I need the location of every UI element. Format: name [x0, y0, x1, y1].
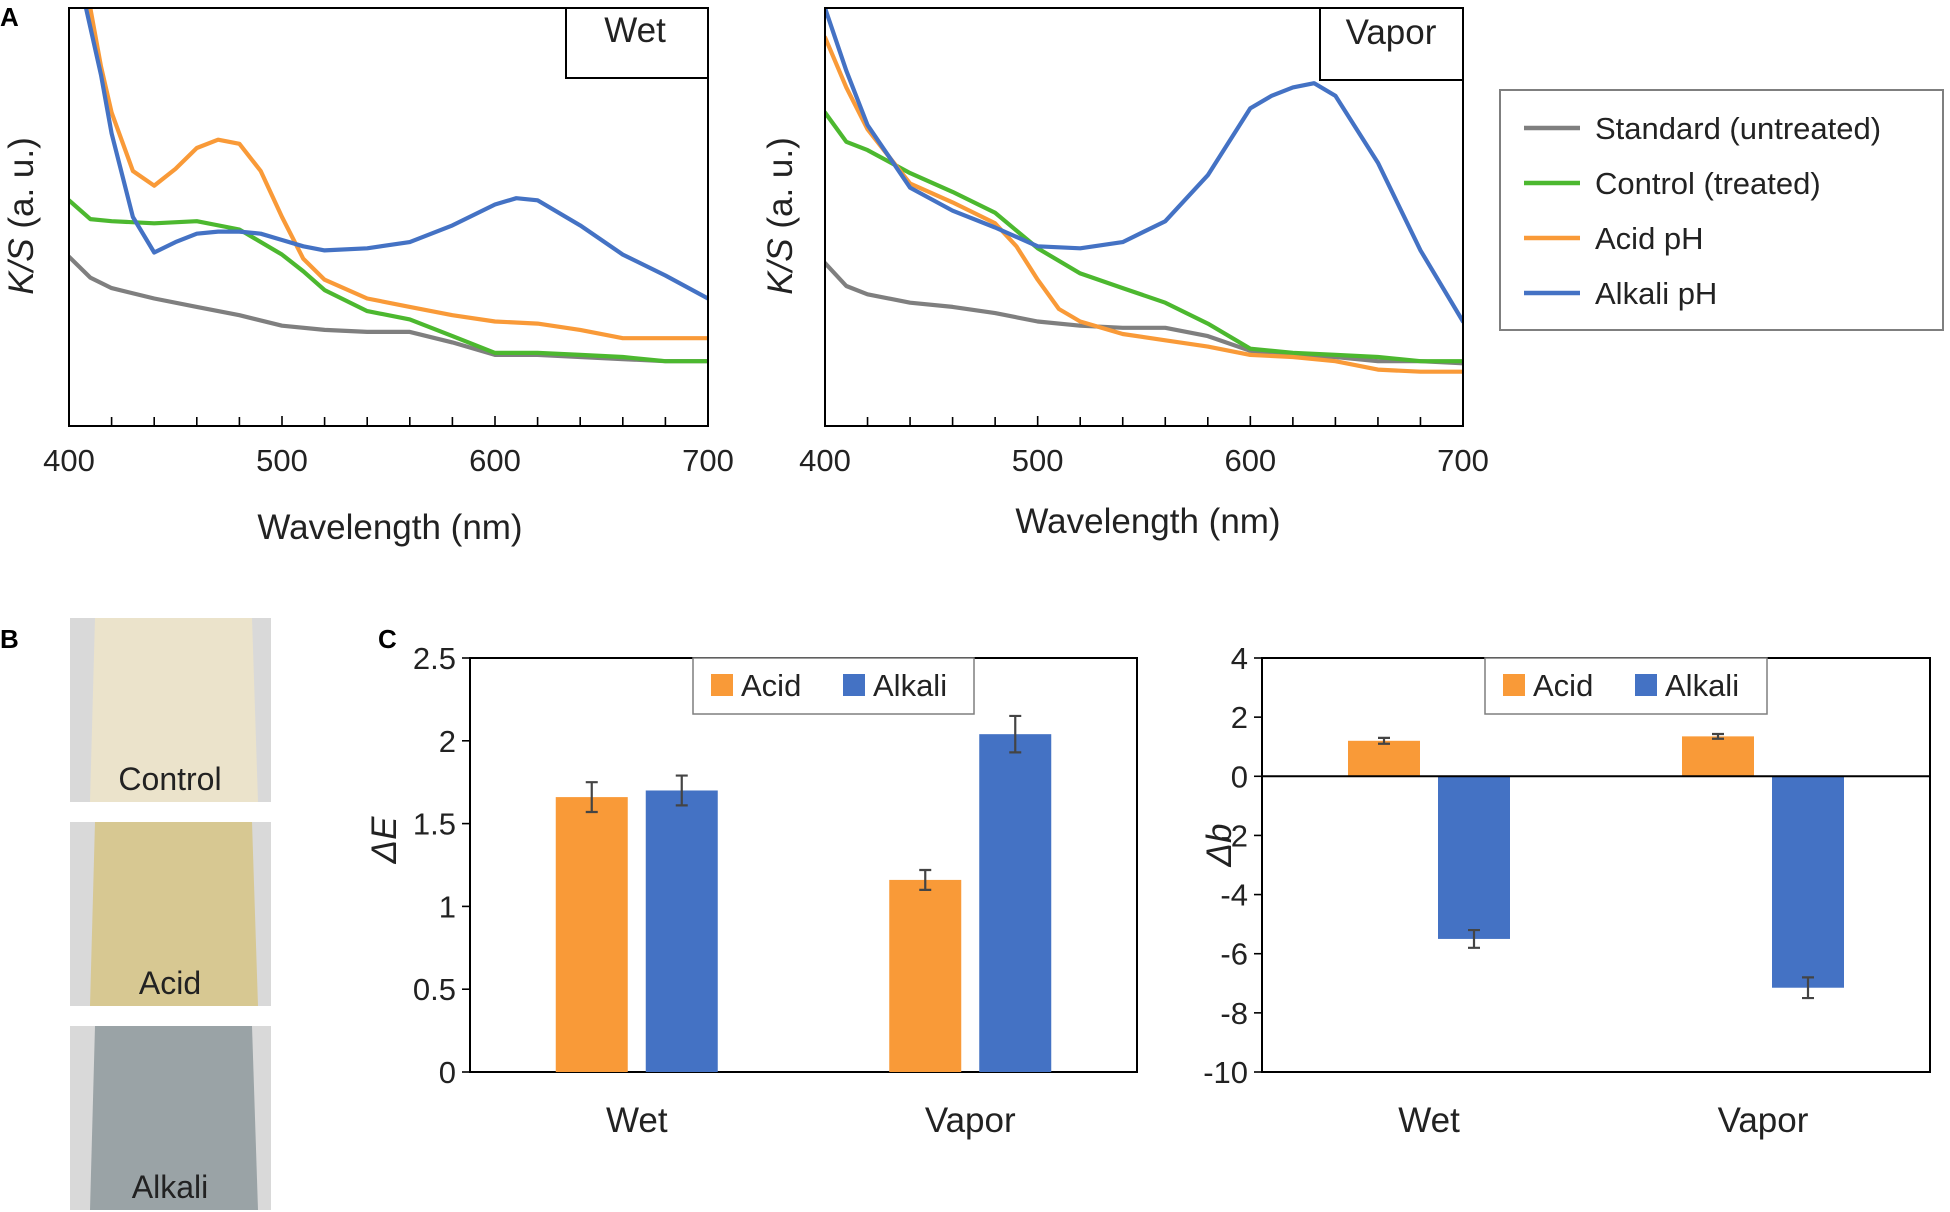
bar-db-legend-frame	[1484, 657, 1768, 715]
series-line-acid	[825, 35, 1463, 374]
swatch-label: Control	[118, 761, 221, 797]
legend-label-alkali: Alkali pH	[1595, 276, 1717, 311]
panel-letter-b: B	[0, 624, 19, 654]
error-bar-alkali-wet	[675, 774, 688, 807]
x-category-label: Wet	[1398, 1101, 1460, 1140]
x-category-label: Vapor	[1718, 1101, 1809, 1140]
error-bar-acid-wet	[1378, 736, 1390, 745]
x-tick-label: 600	[1224, 443, 1276, 478]
y-tick-label: -8	[1220, 996, 1248, 1031]
panel-letter-a: A	[0, 2, 19, 32]
bar-acid-vapor	[889, 879, 962, 1072]
swatch-label: Alkali	[132, 1169, 208, 1205]
series-line-standard	[825, 260, 1463, 366]
swatch-fabric-alkali	[90, 1026, 258, 1210]
y-tick-label: 4	[1231, 641, 1248, 676]
legend-swatch-acid	[711, 674, 733, 696]
x-tick-label: 700	[1437, 443, 1489, 478]
spec-wet-frame	[68, 7, 709, 427]
y-tick-label: 0	[1231, 759, 1248, 794]
y-tick-label: 2.5	[413, 641, 456, 676]
y-tick-label: -2	[1220, 818, 1248, 853]
spec-vapor-title-box	[1319, 7, 1464, 81]
spectrum-wet-title: Wet	[604, 11, 666, 50]
spectrum-chart-wet: 400 500 600 700 Wavelength (nm) K/S (a. u.)…	[2, 7, 734, 547]
spectrum-vapor-title: Vapor	[1346, 13, 1437, 52]
y-tick-label: 1.5	[413, 807, 456, 842]
spectrum-vapor-ylabel-units: (a. u.)	[761, 137, 800, 238]
spectrum-vapor-ylabel-ks: K/S	[761, 238, 800, 294]
series-line-alkali	[83, 8, 708, 301]
error-bar-acid-vapor	[919, 868, 932, 891]
bar-alkali-vapor	[979, 734, 1052, 1072]
swatch-fabric-control	[90, 618, 258, 802]
spectrum-wet-ylabel-units: (a. u.)	[2, 137, 41, 238]
y-tick-label: 0.5	[413, 972, 456, 1007]
x-category-label: Vapor	[925, 1101, 1016, 1140]
spectrum-chart-vapor: 400 500 600 700 Wavelength (nm) K/S (a. u.)…	[761, 7, 1489, 541]
legend-swatch-alkali	[843, 674, 865, 696]
bar-acid-wet	[555, 797, 628, 1072]
x-tick-label: 400	[43, 443, 95, 478]
error-bar-alkali-wet	[1468, 928, 1480, 949]
y-tick-label: 2	[439, 724, 456, 759]
bar-alkali-wet	[645, 790, 718, 1072]
spec-wet-title-box	[565, 7, 709, 79]
fabric-swatches: Control Acid Alkali	[70, 618, 271, 1210]
legend-label-control: Control (treated)	[1595, 166, 1821, 201]
delta-b-ylabel: Δb	[1200, 824, 1239, 868]
y-tick-label: 2	[1231, 700, 1248, 735]
error-bar-acid-wet	[585, 781, 598, 814]
x-tick-label: 600	[469, 443, 521, 478]
spectrum-wet-ylabel: K/S (a. u.)	[2, 137, 41, 295]
y-tick-label: -6	[1220, 937, 1248, 972]
error-bar-alkali-vapor	[1009, 714, 1022, 754]
swatch-fabric-acid	[90, 822, 258, 1006]
bar-chart-delta-e: 0 0.5 1 1.5 2 2.5 Wet Vapor Acid Alkali ΔE	[365, 641, 1138, 1140]
x-tick-label: 400	[799, 443, 851, 478]
y-tick-label: -4	[1220, 878, 1248, 913]
legend-label-standard: Standard (untreated)	[1595, 111, 1881, 146]
bar-acid-vapor	[1682, 736, 1754, 777]
spectra-legend: Standard (untreated) Control (treated) Aci…	[1499, 89, 1944, 331]
bar-chart-delta-b: -10 -8 -6 -4 -2 0 2 4 Wet Vapor Acid Alkali Δb	[1200, 641, 1931, 1140]
legend-swatch-alkali	[1635, 674, 1657, 696]
series-line-control	[69, 198, 708, 364]
x-tick-label: 500	[256, 443, 308, 478]
delta-e-ylabel: ΔE	[365, 816, 404, 864]
x-tick-label: 700	[682, 443, 734, 478]
spectrum-wet-xlabel: Wavelength (nm)	[257, 508, 522, 547]
bar-acid-wet	[1348, 740, 1420, 777]
bar-alkali-wet	[1438, 776, 1510, 939]
y-tick-label: 0	[439, 1055, 456, 1090]
error-bar-acid-vapor	[1712, 732, 1724, 740]
error-bar-alkali-vapor	[1802, 976, 1814, 1000]
series-line-alkali	[825, 8, 1463, 324]
y-tick-label: -10	[1203, 1055, 1248, 1090]
legend-label-alkali: Alkali	[1665, 668, 1739, 703]
legend-label-acid: Acid	[741, 668, 801, 703]
spectrum-vapor-plot-area: 400 500 600 700	[799, 7, 1489, 478]
legend-label-acid: Acid	[1533, 668, 1593, 703]
x-tick-label: 500	[1012, 443, 1064, 478]
x-category-label: Wet	[606, 1101, 668, 1140]
spec-vapor-frame	[824, 7, 1464, 427]
spectrum-vapor-xlabel: Wavelength (nm)	[1015, 502, 1280, 541]
y-tick-label: 1	[439, 889, 456, 924]
series-line-acid	[88, 8, 708, 341]
spectrum-wet-plot-area: 400 500 600 700	[43, 7, 734, 478]
legend-label-alkali: Alkali	[873, 668, 947, 703]
series-line-standard	[69, 254, 708, 364]
bar-alkali-vapor	[1772, 776, 1844, 988]
legend-label-acid: Acid pH	[1595, 221, 1704, 256]
delta-e-plot-area: 0 0.5 1 1.5 2 2.5 Wet Vapor Acid Alkali	[413, 641, 1138, 1140]
legend-swatch-acid	[1503, 674, 1525, 696]
delta-b-plot-area: -10 -8 -6 -4 -2 0 2 4 Wet Vapor Acid Alkali	[1203, 641, 1931, 1140]
bar-de-legend-frame	[692, 657, 975, 715]
swatch-label: Acid	[139, 965, 201, 1001]
spectrum-vapor-ylabel: K/S (a. u.)	[761, 137, 800, 295]
spectrum-wet-ylabel-ks: K/S	[2, 238, 41, 294]
panel-letter-c: C	[378, 624, 397, 654]
